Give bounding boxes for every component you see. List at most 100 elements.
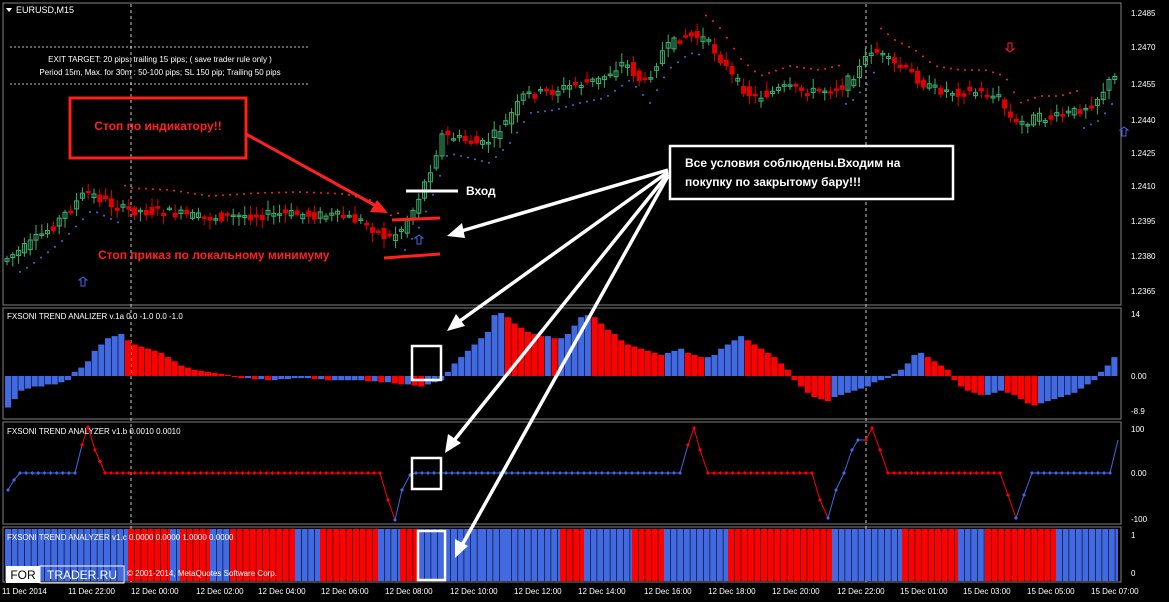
trailing-stop-dot [663, 76, 665, 78]
histogram-bar [525, 332, 531, 376]
state-bar [378, 529, 384, 581]
histogram-bar [858, 376, 864, 389]
state-bar [677, 529, 683, 581]
trailing-stop-dot [936, 65, 938, 67]
trailing-stop-dot [229, 194, 231, 196]
trailing-stop-dot [992, 71, 994, 73]
trailing-stop-dot [68, 233, 70, 235]
oscillator-marker [342, 471, 346, 475]
candle-body [475, 137, 479, 143]
oscillator-marker [30, 471, 34, 475]
candle-body [794, 84, 798, 86]
state-bar [1076, 529, 1082, 581]
trailing-stop-dot [1076, 90, 1078, 92]
oscillator-marker [24, 471, 28, 475]
histogram-bar [318, 376, 324, 379]
trailing-stop-dot [775, 70, 777, 72]
state-bar [807, 529, 813, 581]
trailing-stop-dot [838, 65, 840, 67]
histogram-bar [72, 372, 78, 376]
trailing-stop-dot [201, 194, 203, 196]
histogram-bar [805, 376, 811, 393]
histogram-bar [731, 340, 737, 376]
state-bar [425, 529, 431, 581]
trailing-stop-dot [19, 271, 21, 273]
oscillator-marker [1078, 471, 1082, 475]
candle-body [208, 218, 212, 221]
histogram-bar [445, 372, 451, 376]
candle-body [446, 131, 450, 135]
trailing-stop-dot [502, 149, 504, 151]
oscillator-marker [945, 471, 949, 475]
state-bar [781, 529, 787, 581]
trailing-stop-dot [278, 192, 280, 194]
time-axis-label: 12 Dec 10:00 [450, 587, 498, 596]
candle-body [1061, 115, 1065, 117]
axis-b-mid: 0.00 [1131, 469, 1147, 478]
oscillator-marker [886, 471, 890, 475]
histogram-bar [825, 376, 831, 401]
stop-level-line [392, 218, 440, 220]
triangle-down-icon[interactable] [6, 8, 12, 12]
state-bar [958, 529, 964, 581]
axis-b-top: 100 [1131, 425, 1145, 434]
state-bar [985, 529, 991, 581]
trailing-stop-dot [621, 85, 623, 87]
histogram-bar [145, 349, 151, 376]
candle-body [713, 45, 717, 53]
oscillator-marker [480, 471, 484, 475]
histogram-bar [971, 376, 977, 393]
trailing-stop-dot [607, 95, 609, 97]
oscillator-marker [115, 471, 119, 475]
oscillator-segment [1016, 495, 1024, 518]
histogram-bar [92, 351, 98, 376]
oscillator-marker [870, 426, 874, 430]
candle-body [724, 60, 728, 65]
oscillator-marker [686, 443, 690, 447]
histogram-bar [1085, 376, 1091, 384]
oscillator-marker [672, 471, 676, 475]
trailing-stop-dot [845, 103, 847, 105]
trailing-stop-dot [159, 189, 161, 191]
oscillator-segment [1024, 473, 1032, 495]
histogram-bar [152, 351, 158, 376]
oscillator-marker [73, 471, 77, 475]
info-box-line-1: EXIT TARGET: 20 pips; trailing 15 pips; … [48, 55, 272, 64]
state-bar [573, 529, 579, 581]
state-bar [754, 529, 760, 581]
state-bar [1025, 529, 1031, 581]
trailing-stop-dot [1062, 94, 1064, 96]
histogram-bar [458, 357, 464, 376]
oscillator-marker [270, 471, 274, 475]
histogram-bar [132, 345, 138, 377]
state-bar [531, 529, 537, 581]
candle-body [104, 196, 108, 198]
state-bar [1102, 529, 1108, 581]
histogram-bar [392, 376, 398, 383]
state-bar [597, 529, 603, 581]
candle-body [382, 229, 386, 239]
candle-body [370, 228, 374, 233]
histogram-bar [325, 376, 331, 380]
trailing-stop-dot [712, 20, 714, 22]
histogram-bar [245, 376, 251, 378]
state-bar [748, 529, 754, 581]
oscillator-marker [462, 471, 466, 475]
oscillator-marker [400, 488, 404, 492]
trailing-stop-dot [33, 262, 35, 264]
state-bar [922, 529, 928, 581]
state-bar [400, 529, 406, 581]
trailing-stop-dot [866, 83, 868, 85]
candle-body [643, 78, 647, 80]
histogram-bar [172, 361, 178, 376]
oscillator-marker [998, 471, 1002, 475]
trailing-stop-dot [971, 69, 973, 71]
oscillator-marker [288, 471, 292, 475]
oscillator-marker [1084, 471, 1088, 475]
state-bar [610, 529, 616, 581]
trailing-stop-dot [810, 68, 812, 70]
time-axis-label: 12 Dec 14:00 [578, 587, 626, 596]
state-bar [814, 529, 820, 581]
oscillator-marker [1102, 471, 1106, 475]
